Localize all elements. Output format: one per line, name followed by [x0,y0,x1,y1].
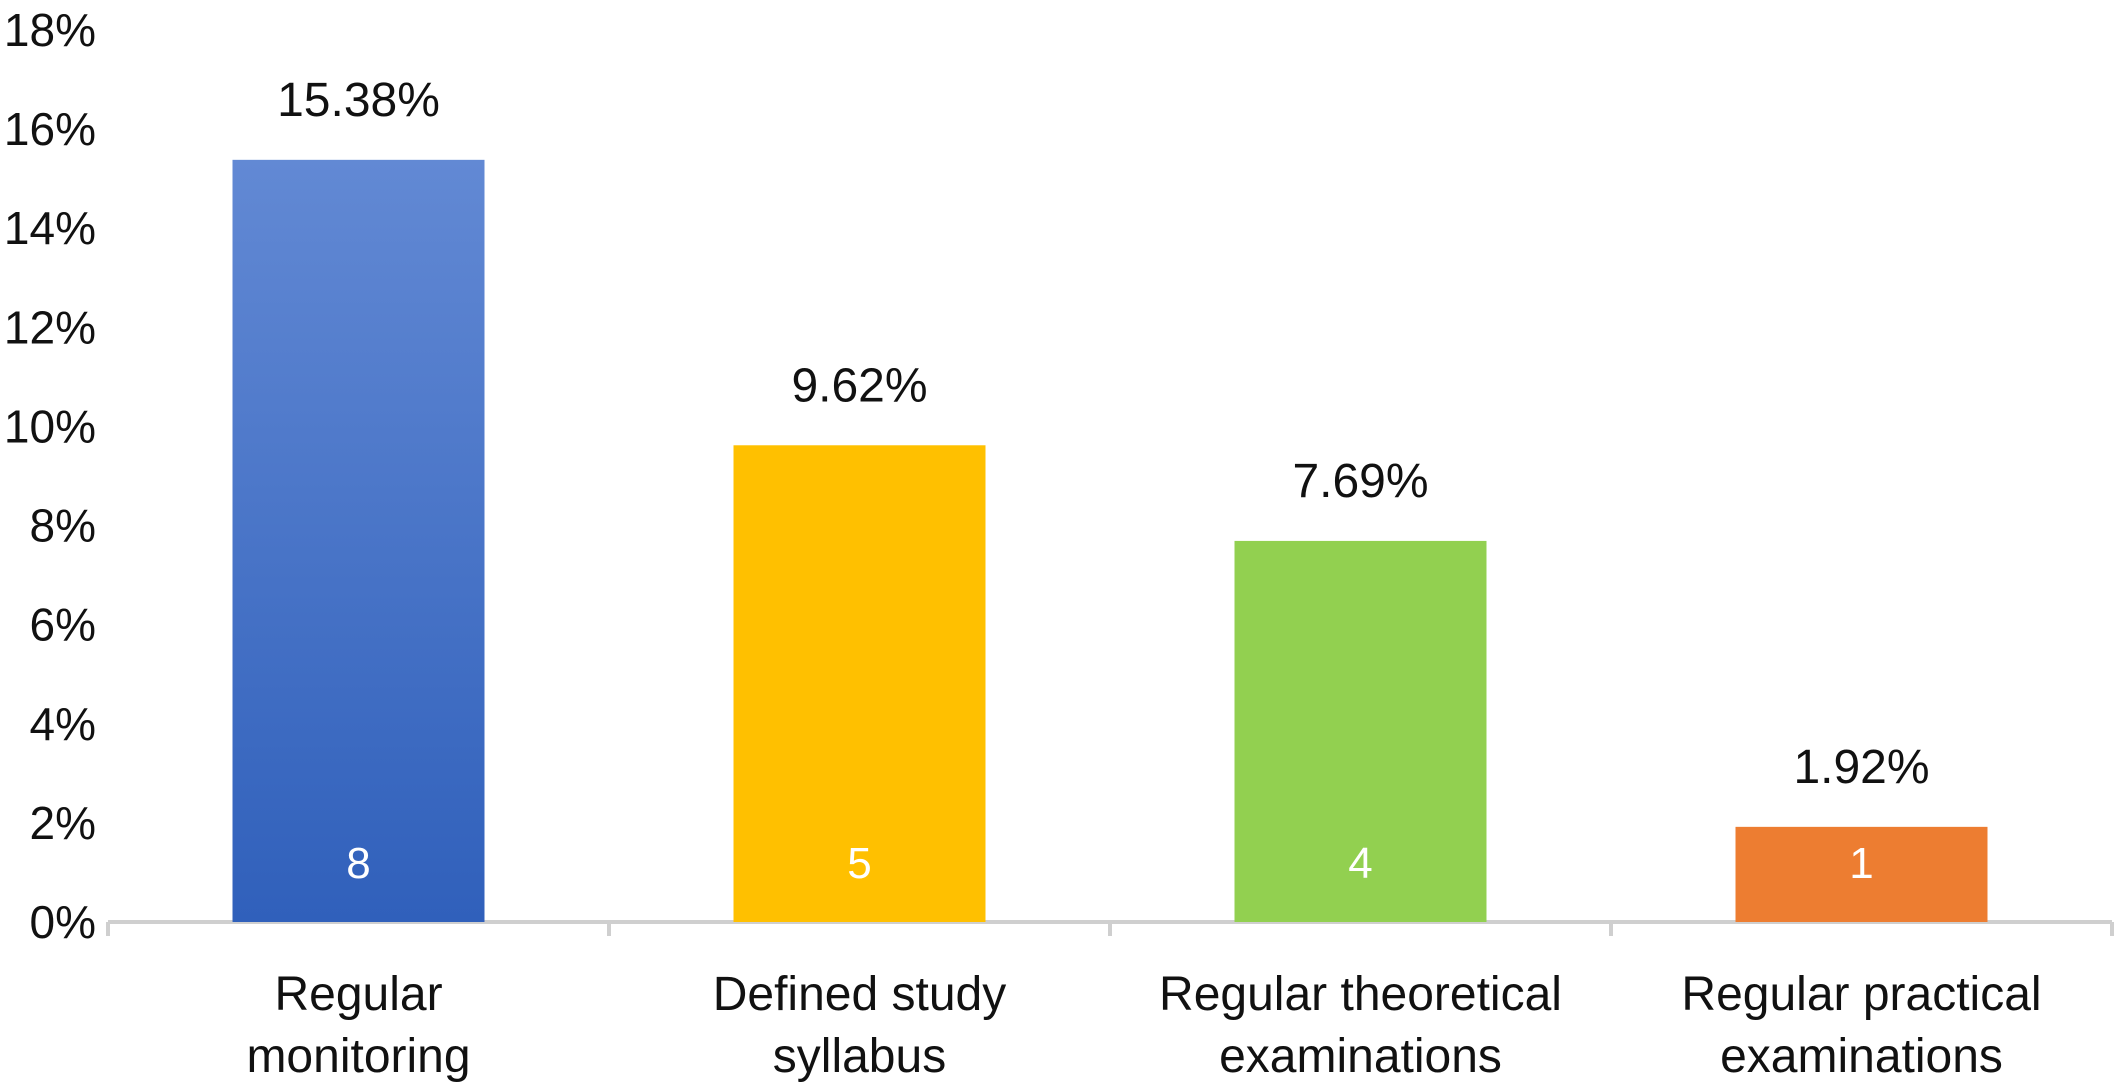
y-axis: 0% 2% 4% 6% 8% 10% 12% 14% 16% 18% [4,4,96,948]
bar-count-label: 4 [1348,839,1372,888]
y-tick-label: 14% [4,202,96,254]
y-tick-label: 2% [30,797,96,849]
y-tick-label: 4% [30,698,96,750]
x-tick-label: monitoring [246,1030,470,1083]
y-tick-label: 16% [4,103,96,155]
x-tick-label: Defined study [713,968,1007,1021]
y-tick-label: 18% [4,4,96,56]
bar-value-label: 15.38% [277,74,440,127]
bar [733,445,986,922]
x-tick-label: examinations [1720,1030,2003,1083]
y-tick-label: 10% [4,400,96,452]
bar [1735,826,1988,922]
y-tick-label: 8% [30,500,96,552]
bar-count-label: 5 [847,839,871,888]
y-tick-label: 6% [30,599,96,651]
labels-group: 15.38% 8 Regular monitoring 9.62% 5 Defined st… [246,74,2041,1083]
bar-value-label: 1.92% [1793,741,1929,794]
bar-value-label: 9.62% [791,359,927,412]
bar-count-label: 8 [346,839,370,888]
y-tick-label: 12% [4,301,96,353]
x-axis [106,920,2114,936]
x-tick-label: examinations [1219,1030,1502,1083]
y-tick-label: 0% [30,896,96,948]
bar-count-label: 1 [1849,839,1873,888]
x-tick-label: Regular theoretical [1159,968,1562,1021]
x-tick-label: Regular practical [1681,968,2041,1021]
bar [232,159,485,922]
bar [1234,540,1487,922]
x-tick-label: Regular [274,968,442,1021]
bars-group [232,159,1988,922]
x-tick-label: syllabus [773,1030,946,1083]
bar-value-label: 7.69% [1292,455,1428,508]
